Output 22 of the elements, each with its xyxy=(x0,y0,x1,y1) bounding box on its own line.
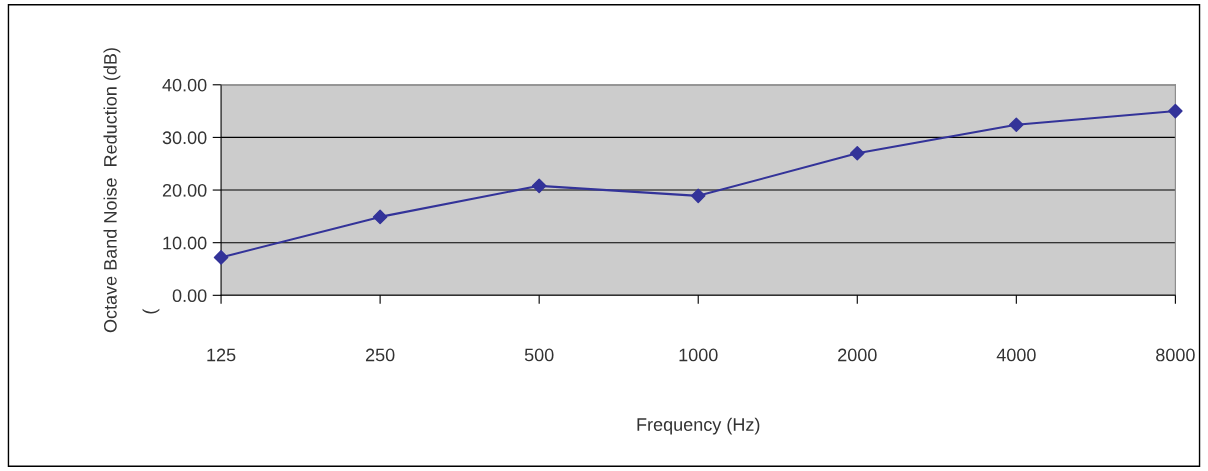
x-tick-label: 500 xyxy=(524,348,554,362)
y-tick-label: 0.00 xyxy=(172,289,207,303)
y-tick-label: 20.00 xyxy=(162,183,207,197)
x-tick-label: 1000 xyxy=(679,348,718,362)
x-tick-label: 250 xyxy=(365,348,395,362)
point xyxy=(849,145,865,161)
point xyxy=(690,188,706,204)
y-tick-label: 40.00 xyxy=(162,78,207,92)
text: ( xyxy=(142,308,160,314)
point xyxy=(372,209,388,225)
x-tick-label: 8000 xyxy=(1156,348,1195,362)
y-tick-label: 10.00 xyxy=(163,236,207,250)
x-tick-label: 125 xyxy=(207,348,236,362)
x-axis-title: Frequency (Hz) xyxy=(637,417,760,435)
y-axis-title: Octave Band Noise Reduction (dB) xyxy=(103,48,121,333)
point xyxy=(1009,117,1024,133)
y-tick-label: 30.00 xyxy=(162,131,207,145)
x-tick-label: 2000 xyxy=(838,348,877,362)
point xyxy=(1168,103,1183,119)
point xyxy=(213,250,229,265)
x-tick-label: 4000 xyxy=(996,348,1036,362)
point xyxy=(531,178,547,194)
